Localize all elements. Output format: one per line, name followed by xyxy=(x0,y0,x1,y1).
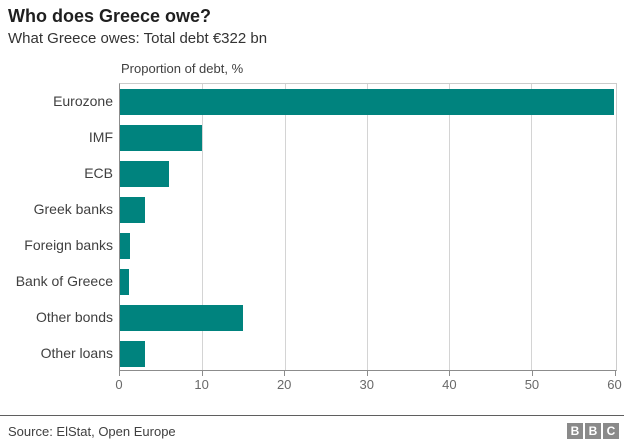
x-tick xyxy=(366,371,368,376)
category-label: Other loans xyxy=(40,345,113,361)
bar-row xyxy=(120,156,616,192)
footer-divider xyxy=(0,415,624,416)
page-title: Who does Greece owe? xyxy=(8,6,212,26)
bar-other-loans xyxy=(120,341,145,367)
x-tick-label: 20 xyxy=(276,377,292,392)
category-label: Greek banks xyxy=(33,201,113,217)
x-tick xyxy=(614,371,616,376)
gridline-30 xyxy=(366,84,368,370)
plot-area xyxy=(119,83,617,371)
x-tick-label: 30 xyxy=(359,377,374,392)
chart-subtitle: What Greece owes: Total debt €322 bn xyxy=(8,30,268,47)
bar-row xyxy=(120,192,616,228)
x-axis-title: Proportion of debt, % xyxy=(121,61,244,76)
bar-eurozone xyxy=(120,89,614,115)
gridline-40 xyxy=(449,84,451,370)
bar-imf xyxy=(120,125,203,151)
gridline-50 xyxy=(531,84,533,370)
bar-row xyxy=(120,84,616,120)
bar-row xyxy=(120,120,616,156)
bar-foreign-banks xyxy=(120,233,130,259)
x-tick-label: 50 xyxy=(524,377,540,392)
x-tick xyxy=(201,371,203,376)
bar-ecb xyxy=(120,161,170,187)
x-tick xyxy=(449,371,451,376)
bar-bank-of-greece xyxy=(120,269,130,295)
category-label: Eurozone xyxy=(53,93,113,109)
category-label: Other bonds xyxy=(35,309,113,325)
source-attribution: Source: ElStat, Open Europe xyxy=(8,424,176,439)
category-label: ECB xyxy=(84,165,113,181)
x-tick xyxy=(119,371,120,376)
bar-row xyxy=(120,228,616,264)
category-label: Bank of Greece xyxy=(15,273,113,289)
x-tick xyxy=(531,371,533,376)
bar-greek-banks xyxy=(120,197,145,223)
bbc-logo-block: C xyxy=(603,423,619,439)
bbc-logo-block: B xyxy=(585,423,601,439)
gridline-10 xyxy=(202,84,204,370)
x-tick xyxy=(284,371,286,376)
bar-other-bonds xyxy=(120,305,244,331)
y-axis-labels: Eurozone IMF ECB Greek banks Foreign banks Ba… xyxy=(0,83,113,371)
gridline-20 xyxy=(284,84,286,370)
x-tick-label: 40 xyxy=(442,377,457,392)
bbc-logo-block: B xyxy=(567,423,583,439)
bar-row xyxy=(120,336,616,372)
category-label: IMF xyxy=(88,129,113,145)
x-tick-label: 60 xyxy=(607,377,622,392)
bar-row xyxy=(120,264,616,300)
bar-row xyxy=(120,300,616,336)
x-tick-label: 0 xyxy=(115,377,123,392)
category-label: Foreign banks xyxy=(24,237,113,253)
x-tick-label: 10 xyxy=(194,377,209,392)
